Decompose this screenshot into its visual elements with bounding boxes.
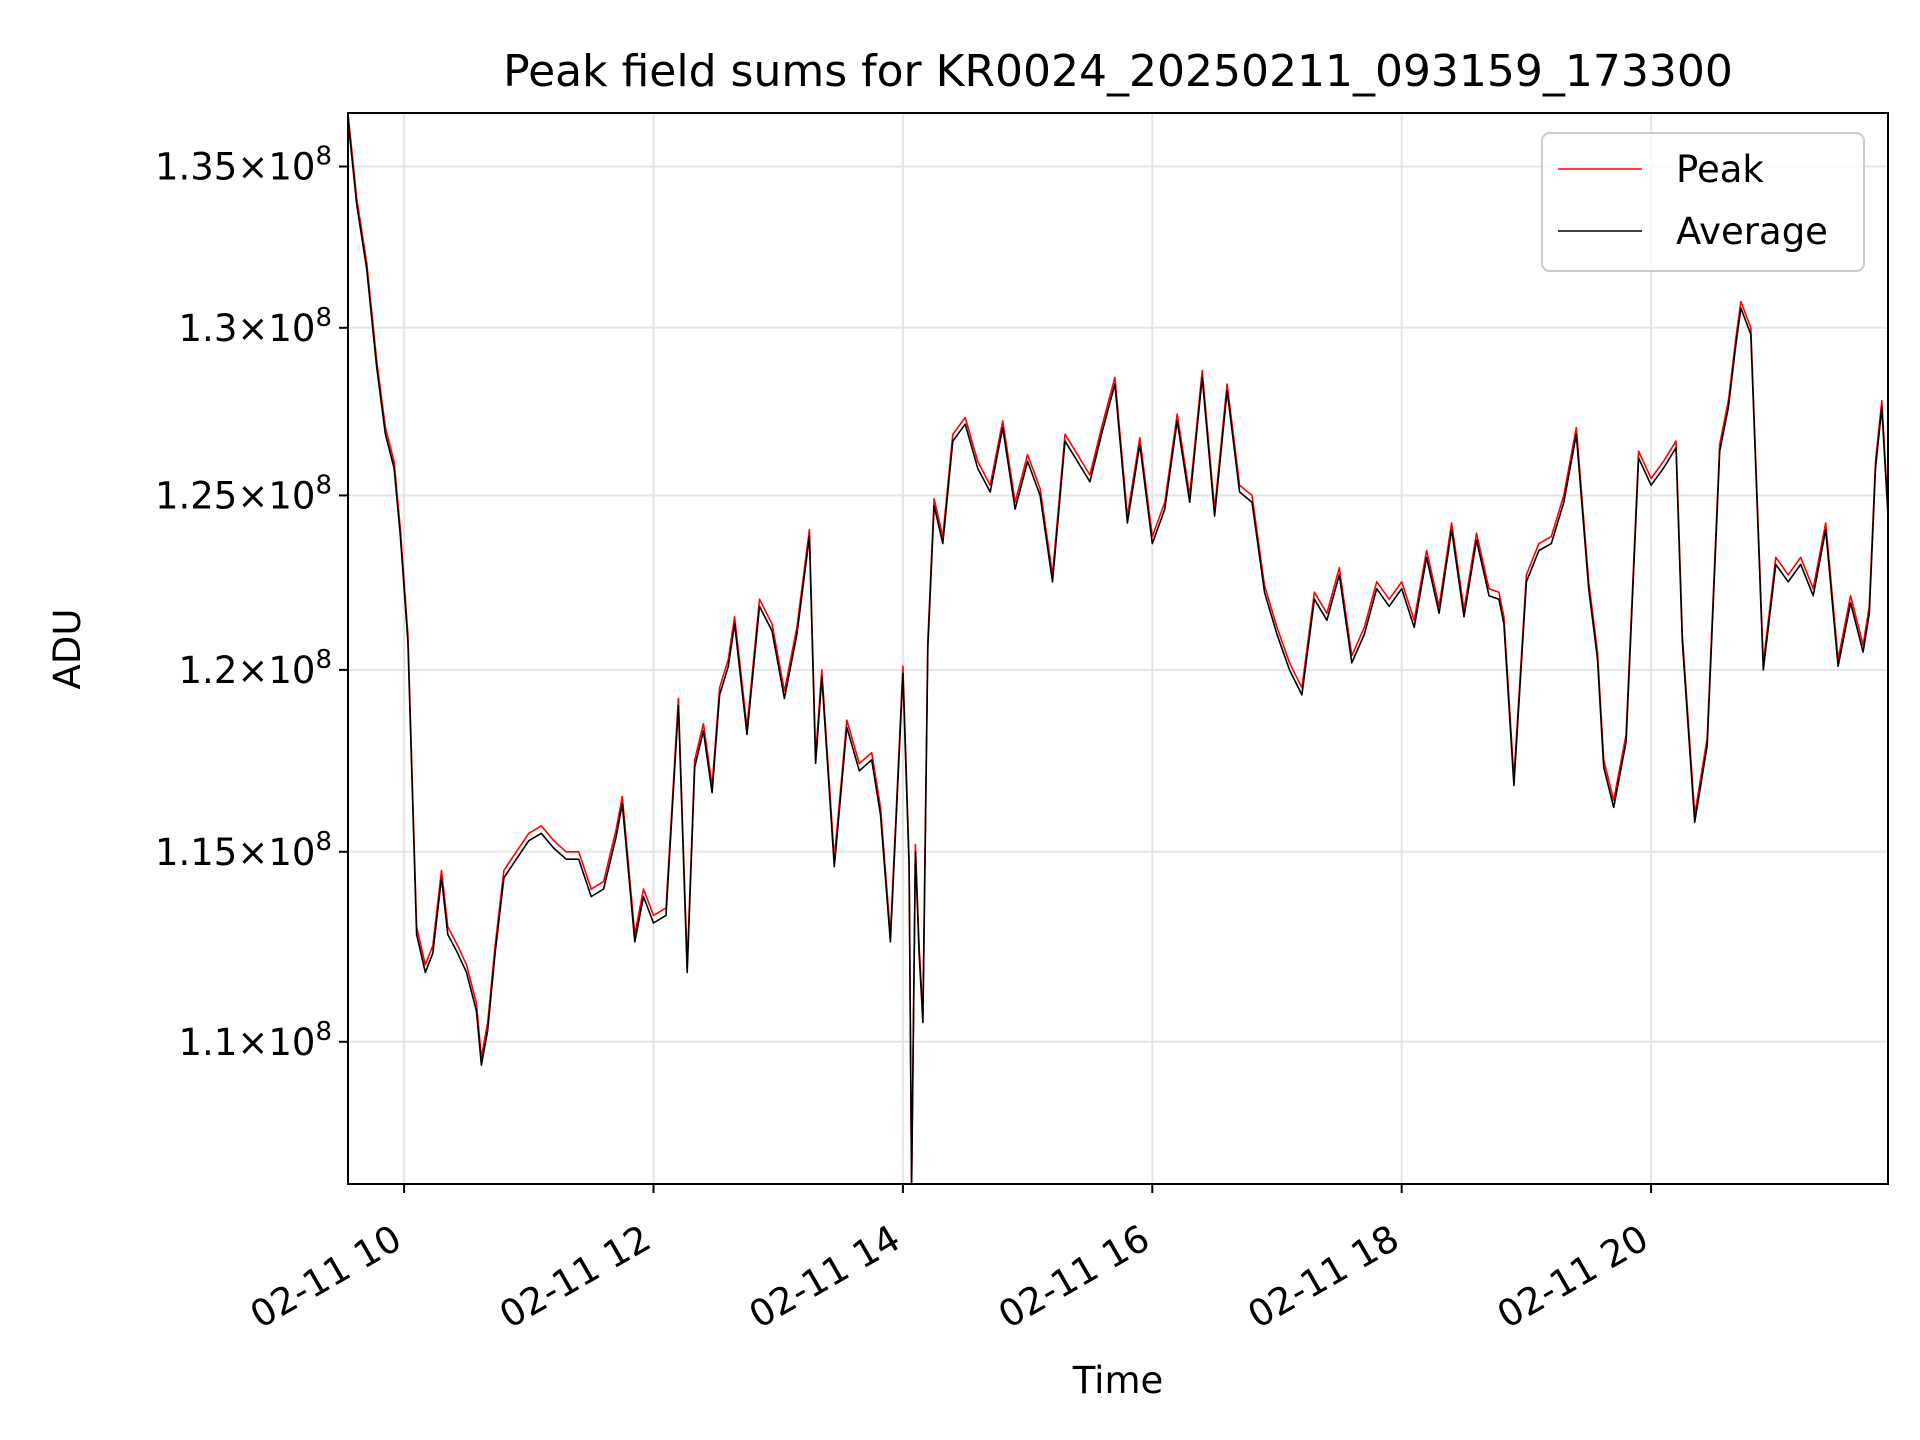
y-tick-mantissa: 1.1 [179,1021,238,1064]
grid [348,113,1888,1184]
y-tick-mantissa: 1.35 [155,145,237,188]
y-axis: 1.1×1081.15×1081.2×1081.25×1081.3×1081.3… [155,141,348,1064]
y-tick-label: 1.35×108 [155,141,332,188]
chart-title: Peak field sums for KR0024_20250211_0931… [503,46,1733,97]
x-axis-title: Time [1072,1359,1164,1402]
y-tick-exponent: 8 [315,645,332,675]
y-tick-exponent: 8 [315,470,332,500]
y-tick-mantissa: 1.3 [179,307,238,350]
y-tick-label: 1.1×108 [179,1017,332,1064]
y-tick-mantissa: 1.15 [155,831,237,874]
plot-frame [347,112,1889,1185]
series-line-average [348,119,1888,1184]
y-tick-label: 1.2×108 [179,645,332,692]
legend: Peak Average [1541,132,1865,272]
series-area [348,113,1888,1184]
y-tick-label: 1.15×108 [155,827,332,874]
y-tick-exponent: 8 [315,1017,332,1047]
y-tick-label: 1.25×108 [155,470,332,517]
y-tick-mantissa: 1.25 [155,474,237,517]
legend-label-peak: Peak [1676,148,1764,191]
y-tick-exponent: 8 [315,827,332,857]
y-axis-title: ADU [46,609,89,690]
y-tick-label: 1.3×108 [179,303,332,350]
legend-box [1541,132,1865,272]
legend-label-average: Average [1676,210,1828,253]
y-tick-mantissa: 1.2 [179,649,238,692]
y-tick-exponent: 8 [315,141,332,171]
y-tick-exponent: 8 [315,303,332,333]
